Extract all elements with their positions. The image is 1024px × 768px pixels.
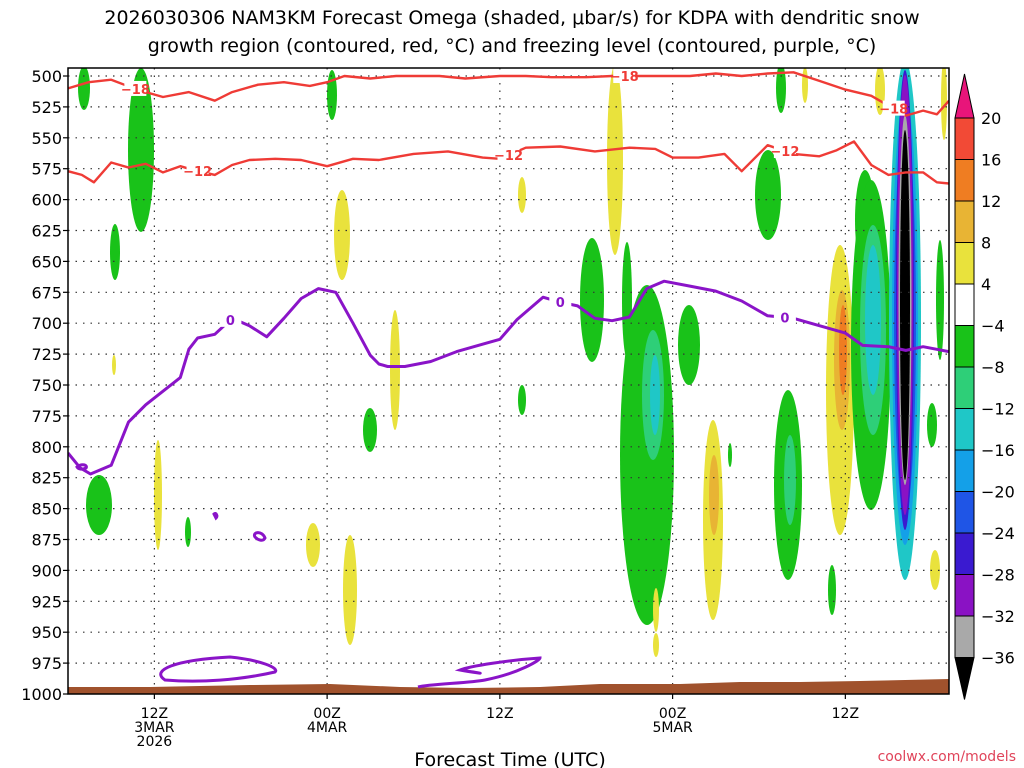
x-tick-label: 3MAR <box>134 720 175 736</box>
colorbar-label: 20 <box>981 109 1001 128</box>
y-tick-label: 875 <box>31 531 62 550</box>
y-tick-label: 800 <box>31 438 62 457</box>
y-tick-label: 525 <box>31 98 62 117</box>
y-tick-label: 650 <box>31 252 62 271</box>
contour-label: 0 <box>780 311 789 326</box>
x-tick-label: 12Z <box>486 706 513 722</box>
colorbar-label: −24 <box>981 524 1015 543</box>
contour-label-bg <box>773 309 796 325</box>
contour-label-bg <box>882 100 905 116</box>
y-tick-label: 925 <box>31 592 62 611</box>
x-tick-label: 00Z <box>659 706 686 722</box>
colorbar-swatch <box>954 159 975 202</box>
colorbar-swatch <box>954 117 975 160</box>
y-tick-label: 750 <box>31 376 62 395</box>
colorbar-label: 12 <box>981 192 1001 211</box>
y-tick-label: 675 <box>31 283 62 302</box>
colorbar-swatch <box>954 657 975 700</box>
plot-frame <box>67 67 950 695</box>
colorbar-swatch <box>954 283 975 326</box>
colorbar-swatch <box>954 242 975 285</box>
y-tick-label: 825 <box>31 469 62 488</box>
colorbar-swatch <box>954 325 975 368</box>
colorbar-label: −28 <box>981 566 1015 585</box>
credit-text: coolwx.com/models <box>878 749 1016 765</box>
y-axis-ticks: 500 525 550 575 600 625 650 675 700 725 750 775 800 8… <box>21 67 68 704</box>
y-tick-label: 575 <box>31 160 62 179</box>
y-tick-label: 1000 <box>21 685 62 704</box>
contour-label: −12 <box>494 149 523 164</box>
contour-label-bg <box>497 147 520 163</box>
colorbar-label: −8 <box>981 358 1005 377</box>
x-tick-label: 5MAR <box>652 720 693 736</box>
contour-label: −18 <box>879 103 908 118</box>
y-tick-label: 600 <box>31 191 62 210</box>
colorbar-label: −4 <box>981 317 1005 336</box>
contour-label-bg <box>124 80 147 96</box>
contour-label: 0 <box>226 314 235 329</box>
y-tick-label: 625 <box>31 222 62 241</box>
x-axis-label: Forecast Time (UTC) <box>414 749 605 768</box>
colorbar-label: −36 <box>981 649 1015 668</box>
x-tick-label: 00Z <box>313 706 340 722</box>
colorbar-label: −20 <box>981 483 1015 502</box>
colorbar-swatch <box>954 408 975 451</box>
contour-label: −18 <box>121 83 150 98</box>
contour-line-freezing <box>68 279 949 476</box>
plot-area: −18 −18 −18 −12 −12 −12 0 0 0 <box>67 67 950 695</box>
colorbar-label: 16 <box>981 151 1001 170</box>
colorbar-label: −12 <box>981 400 1015 419</box>
colorbar-label: 4 <box>981 275 991 294</box>
freezing-level-closed-contours <box>75 463 542 689</box>
contour-label-bg <box>549 294 572 310</box>
colorbar-swatch <box>954 73 975 119</box>
x-tick-label: 12Z <box>141 706 168 722</box>
contour-label-bg <box>773 142 796 158</box>
contour-labels: −18 −18 −18 −12 −12 −12 0 0 0 <box>121 68 908 329</box>
y-tick-label: 975 <box>31 654 62 673</box>
chart-title-line2: growth region (contoured, red, °C) and f… <box>148 35 877 57</box>
y-tick-label: 900 <box>31 561 62 580</box>
colorbar-label: −16 <box>981 441 1015 460</box>
x-tick-label: 4MAR <box>307 720 348 736</box>
colorbar-label: 8 <box>981 234 991 253</box>
colorbar-swatch <box>954 574 975 617</box>
y-tick-label: 950 <box>31 623 62 642</box>
y-tick-label: 725 <box>31 345 62 364</box>
y-tick-label: 850 <box>31 500 62 519</box>
contour-label: −12 <box>770 145 799 160</box>
x-tick-label: 2026 <box>137 734 173 750</box>
colorbar-swatch <box>954 366 975 409</box>
omega-shading <box>78 68 947 657</box>
colorbar-swatch <box>954 200 975 243</box>
y-tick-label: 500 <box>31 67 62 86</box>
chart-title-line1: 2026030306 NAM3KM Forecast Omega (shaded… <box>104 7 919 29</box>
colorbar-swatch <box>954 449 975 492</box>
contour-label: −18 <box>610 70 639 85</box>
colorbar-swatch <box>954 615 975 658</box>
contour-line-dgz <box>68 71 949 117</box>
y-tick-label: 700 <box>31 314 62 333</box>
contour-label: 0 <box>556 296 565 311</box>
contour-label-bg <box>219 311 242 327</box>
colorbar-label: −32 <box>981 607 1015 626</box>
colorbar: 20 16 12 8 4 −4 −8 −12 −16 −20 −24 −28 −32 −36 <box>954 73 1015 700</box>
contour-label-bg <box>613 68 636 83</box>
y-tick-label: 775 <box>31 407 62 426</box>
y-tick-label: 550 <box>31 129 62 148</box>
contour-label-bg <box>186 162 209 178</box>
colorbar-swatch <box>954 532 975 575</box>
x-tick-label: 12Z <box>832 706 859 722</box>
terrain-fill <box>68 679 949 694</box>
colorbar-swatch <box>954 491 975 534</box>
contour-label: −12 <box>183 165 212 180</box>
